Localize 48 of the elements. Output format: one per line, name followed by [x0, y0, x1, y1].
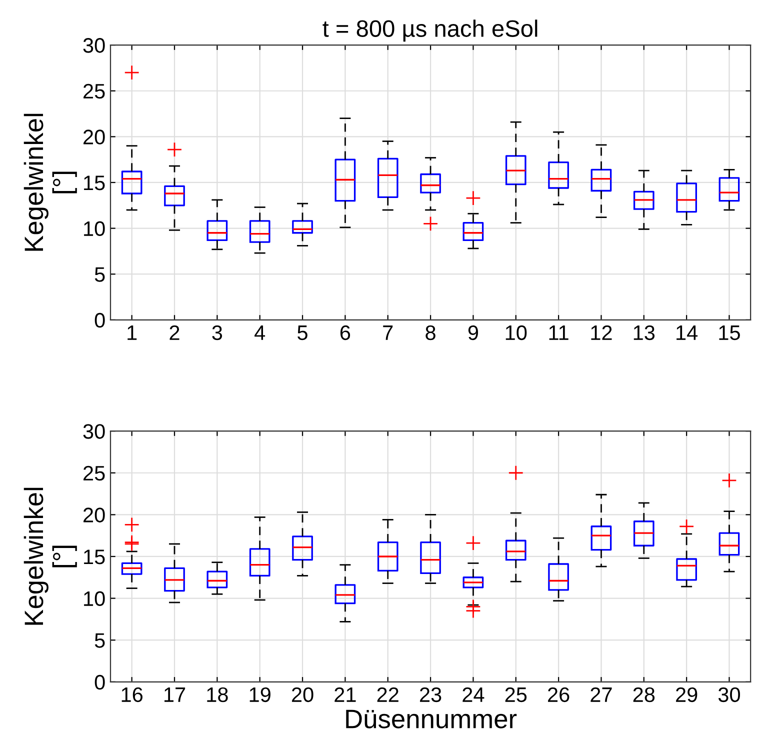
- x-tick-label: 11: [549, 326, 568, 340]
- y-tick-label: 0: [94, 312, 105, 328]
- y-tick-label: 20: [84, 130, 105, 144]
- y-tick-label: 15: [84, 176, 105, 190]
- y-axis-title: Kegelwinkel [°]: [24, 488, 77, 625]
- x-tick-label: 10: [506, 325, 527, 340]
- x-tick-label: 21: [334, 687, 356, 702]
- x-tick-label: 22: [377, 687, 398, 702]
- x-tick-label: 9: [468, 325, 478, 340]
- x-tick-label: 13: [634, 325, 655, 340]
- x-tick-label: 18: [207, 687, 228, 702]
- y-tick-label: 30: [83, 424, 105, 439]
- x-tick-label: 25: [505, 687, 527, 702]
- y-axis-title: Kegelwinkel [°]: [24, 114, 77, 251]
- y-tick-label: 25: [84, 84, 105, 99]
- y-tick-label: 15: [84, 550, 105, 564]
- x-tick-label: 29: [676, 687, 698, 702]
- x-tick-label: 6: [340, 325, 350, 340]
- x-tick-label: 2: [170, 325, 180, 340]
- x-tick-label: 7: [383, 326, 393, 340]
- y-tick-label: 10: [84, 591, 105, 606]
- y-tick-label: 10: [84, 221, 105, 236]
- chart-title: t = 800 µs nach eSol: [322, 20, 538, 42]
- x-tick-label: 4: [254, 326, 266, 340]
- x-axis-title: Düsennummer: [346, 710, 517, 728]
- y-tick-label: 5: [94, 633, 105, 648]
- y-tick-label: 20: [84, 508, 105, 522]
- x-tick-label: 5: [298, 326, 308, 340]
- x-tick-label: 24: [462, 687, 484, 702]
- y-tick-label: 25: [84, 466, 105, 481]
- x-tick-label: 15: [719, 326, 740, 340]
- x-tick-label: 30: [718, 687, 740, 702]
- x-tick-label: 12: [591, 325, 612, 340]
- x-tick-label: 28: [633, 687, 655, 702]
- x-tick-label: 27: [590, 687, 612, 702]
- x-tick-label: 8: [426, 325, 436, 340]
- y-tick-label: 5: [94, 267, 105, 282]
- y-tick-label: 30: [83, 38, 105, 53]
- x-tick-label: 19: [250, 687, 270, 702]
- x-tick-label: 17: [164, 688, 186, 702]
- x-tick-label: 14: [676, 326, 698, 340]
- x-tick-label: 20: [292, 687, 314, 702]
- x-tick-label: 16: [122, 687, 142, 702]
- x-tick-label: 23: [420, 687, 442, 702]
- y-tick-label: 0: [94, 674, 105, 690]
- x-tick-label: 26: [548, 687, 570, 702]
- x-tick-label: 1: [128, 326, 137, 340]
- x-tick-label: 3: [212, 325, 222, 340]
